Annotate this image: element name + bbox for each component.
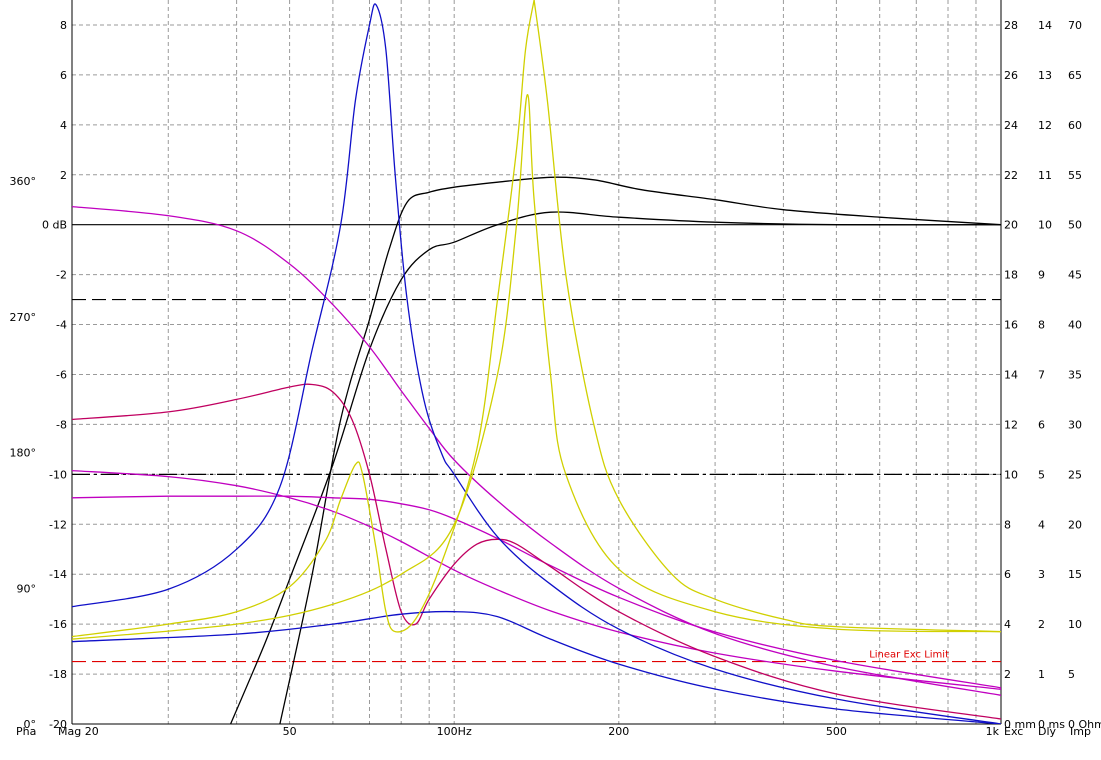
- curve-imp_c: [533, 0, 1001, 633]
- impedance-tick-label: 40: [1068, 319, 1082, 332]
- mag-tick-label: -18: [49, 668, 67, 681]
- excursion-tick-label: 6: [1004, 568, 1011, 581]
- excursion-tick-label: 22: [1004, 169, 1018, 182]
- phase-tick-label: 90°: [17, 582, 37, 595]
- impedance-tick-label: 65: [1068, 69, 1082, 82]
- curve-dly_a: [72, 3, 1001, 724]
- impedance-tick-label: 50: [1068, 219, 1082, 232]
- mag-tick-label: -8: [56, 418, 67, 431]
- impedance-tick-label: 30: [1068, 418, 1082, 431]
- impedance-tick-label: 35: [1068, 368, 1082, 381]
- delay-tick-label: 7: [1038, 368, 1045, 381]
- delay-tick-label: 3: [1038, 568, 1045, 581]
- delay-tick-label: 14: [1038, 19, 1052, 32]
- mag-tick-label: -2: [56, 269, 67, 282]
- mag-tick-label: 0 dB: [42, 219, 67, 232]
- delay-tick-label: 9: [1038, 269, 1045, 282]
- excursion-tick-label: 2: [1004, 668, 1011, 681]
- impedance-tick-label: 20: [1068, 518, 1082, 531]
- excursion-tick-label: 8: [1004, 518, 1011, 531]
- x-tick-label: 50: [283, 725, 297, 738]
- mag-tick-label: -20: [49, 718, 67, 731]
- excursion-tick-label: 24: [1004, 119, 1018, 132]
- delay-tick-label: 5: [1038, 468, 1045, 481]
- delay-tick-label: 10: [1038, 219, 1052, 232]
- curve-imp_a: [72, 0, 535, 638]
- delay-tick-label: 12: [1038, 119, 1052, 132]
- x-tick-label: 500: [826, 725, 847, 738]
- delay-tick-label: 13: [1038, 69, 1052, 82]
- phase-tick-label: 270°: [10, 311, 37, 324]
- curve-imp_b: [72, 94, 1001, 640]
- x-tick-label: 100Hz: [437, 725, 472, 738]
- impedance-tick-label: 60: [1068, 119, 1082, 132]
- phase-tick-label: 0°: [24, 718, 37, 731]
- x-tick-label: 1k: [986, 725, 1000, 738]
- curve-dly_b: [72, 610, 1001, 724]
- mag-tick-label: -4: [56, 319, 67, 332]
- excursion-tick-label: 20: [1004, 219, 1018, 232]
- curve-pha_a: [72, 205, 1001, 696]
- impedance-tick-label: 55: [1068, 169, 1082, 182]
- impedance-tick-label: 10: [1068, 618, 1082, 631]
- excursion-tick-label: 28: [1004, 19, 1018, 32]
- excursion-tick-label: 4: [1004, 618, 1011, 631]
- x-tick-label: Mag 20: [58, 725, 99, 738]
- excursion-tick-label: 18: [1004, 269, 1018, 282]
- impedance-tick-label: 15: [1068, 568, 1082, 581]
- mag-tick-label: 2: [60, 169, 67, 182]
- mag-tick-label: -6: [56, 368, 67, 381]
- footer-label-dly: Dly: [1038, 725, 1057, 738]
- phase-tick-label: 360°: [10, 175, 37, 188]
- footer-label-imp: Imp: [1070, 725, 1091, 738]
- mag-tick-label: 6: [60, 69, 67, 82]
- mag-tick-label: -12: [49, 518, 67, 531]
- mag-tick-label: -14: [49, 568, 67, 581]
- excursion-tick-label: 14: [1004, 368, 1018, 381]
- excursion-tick-label: 10: [1004, 468, 1018, 481]
- curve-exc_a: [72, 383, 1001, 720]
- delay-tick-label: 0 ms: [1038, 718, 1065, 731]
- footer-label-pha: Pha: [16, 725, 36, 738]
- delay-tick-label: 6: [1038, 418, 1045, 431]
- mag-tick-label: -16: [49, 618, 67, 631]
- excursion-tick-label: 16: [1004, 319, 1018, 332]
- ref-label-linear-exc-limit: Linear Exc Limit: [869, 650, 949, 661]
- curve-mag_b: [279, 176, 1001, 724]
- impedance-tick-label: 45: [1068, 269, 1082, 282]
- delay-tick-label: 2: [1038, 618, 1045, 631]
- curve-pha_c: [72, 495, 1001, 689]
- impedance-tick-label: 70: [1068, 19, 1082, 32]
- curve-mag_a: [230, 211, 1001, 724]
- delay-tick-label: 8: [1038, 319, 1045, 332]
- footer-label-exc: Exc: [1004, 725, 1023, 738]
- mag-tick-label: -10: [49, 468, 67, 481]
- impedance-tick-label: 5: [1068, 668, 1075, 681]
- excursion-tick-label: 26: [1004, 69, 1018, 82]
- delay-tick-label: 1: [1038, 668, 1045, 681]
- mag-tick-label: 4: [60, 119, 67, 132]
- impedance-tick-label: 25: [1068, 468, 1082, 481]
- impedance-tick-label: 0 Ohm: [1068, 718, 1101, 731]
- delay-tick-label: 4: [1038, 518, 1045, 531]
- excursion-tick-label: 12: [1004, 418, 1018, 431]
- mag-tick-label: 8: [60, 19, 67, 32]
- delay-tick-label: 11: [1038, 169, 1052, 182]
- curve-pha_b: [72, 469, 1001, 690]
- x-tick-label: 200: [608, 725, 629, 738]
- phase-tick-label: 180°: [10, 447, 37, 460]
- excursion-tick-label: 0 mm: [1004, 718, 1036, 731]
